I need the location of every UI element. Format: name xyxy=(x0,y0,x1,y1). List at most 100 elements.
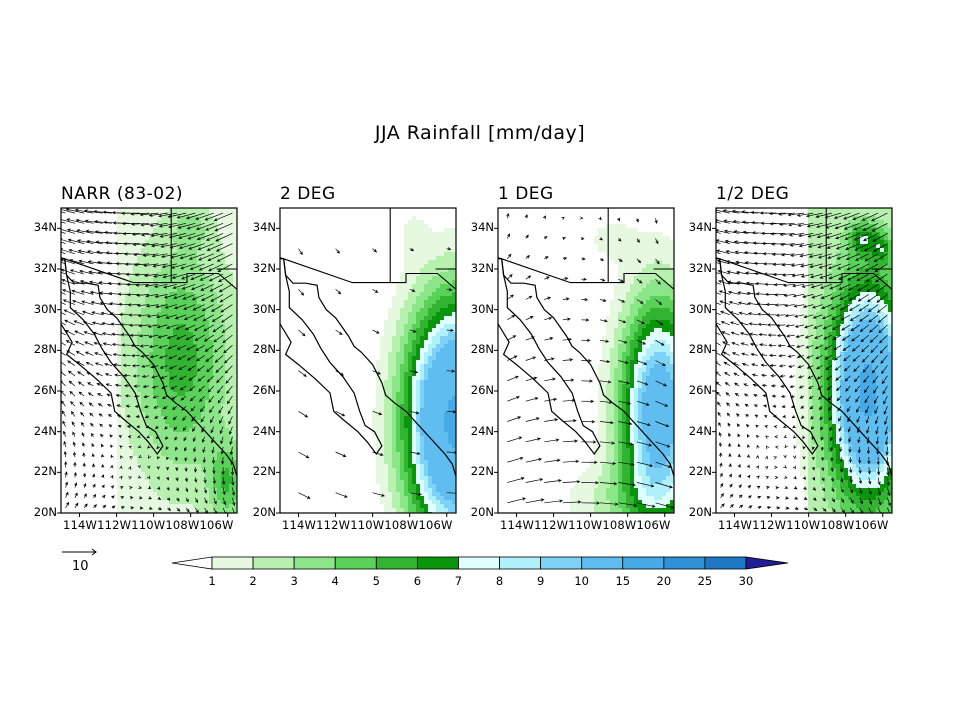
rain-cell xyxy=(630,336,635,341)
rain-cell xyxy=(614,480,619,485)
rain-cell xyxy=(404,424,409,429)
rain-cell xyxy=(444,228,449,233)
rain-cell xyxy=(400,384,405,389)
rain-cell xyxy=(153,388,158,393)
wind-vector xyxy=(157,496,162,501)
rain-cell xyxy=(205,484,210,489)
rain-cell xyxy=(173,328,178,333)
rain-cell xyxy=(173,260,178,265)
rain-cell xyxy=(432,504,437,509)
rain-cell xyxy=(444,324,449,329)
rain-cell xyxy=(428,356,433,361)
rain-cell xyxy=(610,232,615,237)
rain-cell xyxy=(129,216,134,221)
rain-cell xyxy=(618,372,623,377)
rain-cell xyxy=(225,252,230,257)
rain-cell xyxy=(201,300,206,305)
rain-cell xyxy=(582,480,587,485)
wind-vector xyxy=(64,481,69,488)
rain-cell xyxy=(618,272,623,277)
rain-cell xyxy=(165,492,170,497)
wind-vector xyxy=(83,331,94,336)
rain-cell xyxy=(169,508,174,513)
wind-vector xyxy=(193,324,205,331)
wind-vector xyxy=(120,455,124,460)
rain-cell xyxy=(153,352,158,357)
rain-cell xyxy=(634,464,639,469)
rain-cell xyxy=(165,216,170,221)
rain-cell xyxy=(205,248,210,253)
wind-vector xyxy=(174,446,178,451)
rain-cell xyxy=(185,248,190,253)
rain-cell xyxy=(153,484,158,489)
rain-cell xyxy=(440,384,445,389)
rain-cell xyxy=(400,476,405,481)
rain-cell xyxy=(380,364,385,369)
rain-cell xyxy=(420,384,425,389)
rain-cell xyxy=(626,376,631,381)
rain-cell xyxy=(598,388,603,393)
rain-cell xyxy=(606,484,611,489)
rain-cell xyxy=(121,444,126,449)
rain-cell xyxy=(125,296,130,301)
rain-cell xyxy=(117,312,122,317)
rain-cell xyxy=(428,316,433,321)
rain-cell xyxy=(153,372,158,377)
rain-cell xyxy=(161,288,166,293)
rain-cell xyxy=(618,444,623,449)
rain-cell xyxy=(225,416,230,421)
rain-cell xyxy=(165,408,170,413)
rain-cell xyxy=(384,332,389,337)
rain-cell xyxy=(392,352,397,357)
rain-cell xyxy=(448,456,453,461)
rain-cell xyxy=(618,428,623,433)
rain-cell xyxy=(233,320,237,325)
rain-cell xyxy=(436,256,441,261)
rain-cell xyxy=(634,440,639,445)
rain-cell xyxy=(440,248,445,253)
rain-cell xyxy=(448,260,453,265)
rain-cell xyxy=(145,352,150,357)
wind-vector xyxy=(142,253,159,257)
rain-cell xyxy=(189,256,194,261)
rain-cell xyxy=(436,420,441,425)
rain-cell xyxy=(153,256,158,261)
rain-cell xyxy=(177,476,182,481)
rain-cell xyxy=(193,364,198,369)
rain-cell xyxy=(117,472,122,477)
rain-cell xyxy=(440,412,445,417)
rain-cell xyxy=(610,380,615,385)
rain-cell xyxy=(189,364,194,369)
rain-cell xyxy=(129,236,134,241)
wind-vector xyxy=(61,380,66,387)
rain-cell xyxy=(181,376,186,381)
rain-cell xyxy=(420,508,425,513)
rain-cell xyxy=(177,448,182,453)
rain-cell xyxy=(412,224,417,229)
rain-cell xyxy=(448,364,453,369)
rain-cell xyxy=(444,260,449,265)
wind-vector xyxy=(204,212,224,221)
rain-cell xyxy=(165,268,170,273)
rain-cell xyxy=(408,240,413,245)
wind-vector xyxy=(78,259,94,265)
rain-cell xyxy=(153,476,158,481)
rain-cell xyxy=(181,220,186,225)
rain-cell xyxy=(590,472,595,477)
rain-cell xyxy=(372,420,377,425)
rain-cell xyxy=(618,332,623,337)
rain-cell xyxy=(448,496,453,501)
wind-vector xyxy=(61,351,66,356)
rain-cell xyxy=(602,460,607,465)
rain-cell xyxy=(197,432,202,437)
rain-cell xyxy=(618,456,623,461)
wind-vector xyxy=(153,273,168,278)
rain-cell xyxy=(229,272,234,277)
wind-vector xyxy=(161,253,177,259)
rain-cell xyxy=(193,304,198,309)
rain-cell xyxy=(141,384,146,389)
rain-cell xyxy=(436,468,441,473)
rain-cell xyxy=(404,352,409,357)
rain-cell xyxy=(141,208,146,213)
rain-cell xyxy=(424,448,429,453)
